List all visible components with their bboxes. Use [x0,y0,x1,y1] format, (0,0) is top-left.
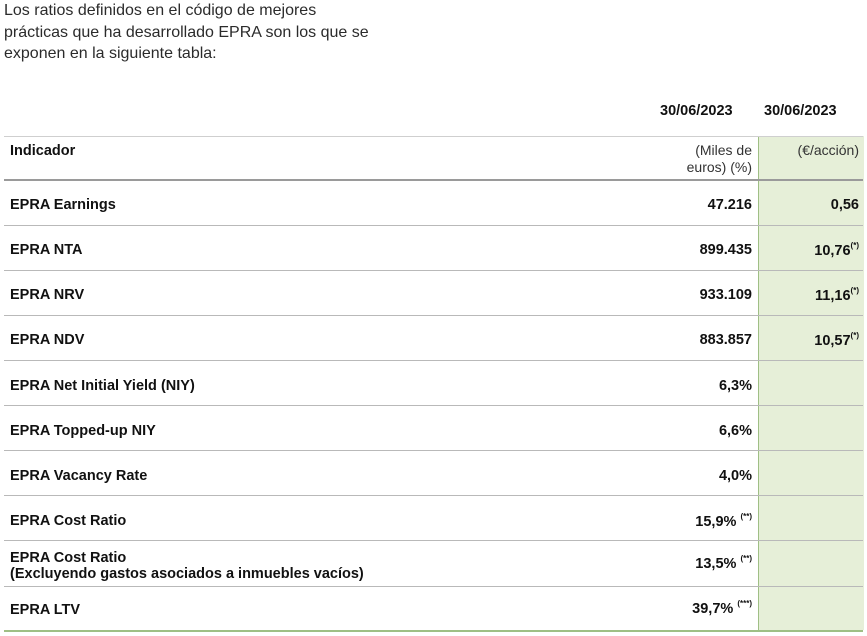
row-value-epra-niy: 6,3% [719,378,752,394]
unit-col1-line1: (Miles de [695,142,752,158]
date-header-col2: 30/06/2023 [764,103,837,119]
value-text: 47.216 [707,197,752,213]
row-divider [4,360,863,361]
footnote-mark: (*) [850,241,859,250]
row-label-epra-topped-up-niy: EPRA Topped-up NIY [10,423,156,439]
row-value-epra-topped-up-niy: 6,6% [719,423,752,439]
header-bottom-line [4,179,863,181]
value-text: 883.857 [699,332,752,348]
pershare-text: 0,56 [830,197,859,213]
value-text: 4,0% [718,468,752,484]
value-text: 899.435 [699,242,752,258]
row-label-epra-nrv: EPRA NRV [10,287,85,303]
row-pershare-epra-earnings: 0,56 [831,197,859,213]
value-text: 6,3% [718,378,752,394]
label-line-1: EPRA Cost Ratio [10,550,127,566]
footnote-mark: (***) [737,599,752,608]
footnote-mark: (*) [850,286,859,295]
pershare-text: 10,57 [814,332,851,349]
intro-line-1: Los ratios definidos en el código de mej… [4,2,317,19]
footnote-mark: (**) [740,554,752,563]
row-label-epra-cost-ratio: EPRA Cost Ratio [10,513,127,529]
pershare-text: 10,76 [814,242,851,259]
value-text: 933.109 [699,287,752,303]
label-line-2: (Excluyendo gastos asociados a inmuebles… [10,566,364,582]
row-value-epra-earnings: 47.216 [708,197,752,213]
row-value-epra-ltv: 39,7% (***) [692,599,752,617]
row-label-epra-ndv: EPRA NDV [10,332,85,348]
row-divider [4,586,863,587]
value-text: 13,5% [695,555,737,572]
per-share-column-highlight [758,136,864,630]
table-bottom-line [4,630,863,632]
row-value-epra-cost-ratio-excl: 13,5% (**) [695,554,752,572]
row-label-epra-earnings: EPRA Earnings [10,197,116,213]
row-value-epra-nrv: 933.109 [700,287,752,303]
row-value-epra-ndv: 883.857 [700,332,752,348]
row-divider [4,225,863,226]
value-text: 39,7% [692,600,734,617]
row-divider [4,450,863,451]
header-top-line [4,136,863,137]
row-divider [4,405,863,406]
row-value-epra-nta: 899.435 [700,242,752,258]
unit-col1-header: (Miles de euros) (%) [687,142,752,176]
unit-col1-line2: euros) (%) [686,159,752,175]
row-label-epra-ltv: EPRA LTV [10,602,81,618]
footnote-mark: (*) [850,331,859,340]
row-divider [4,495,863,496]
pershare-text: 11,16 [815,287,851,304]
intro-line-2: prácticas que ha desarrollado EPRA son l… [4,23,369,41]
value-text: 15,9% [695,513,737,530]
row-divider [4,270,863,271]
row-label-epra-niy: EPRA Net Initial Yield (NIY) [10,378,195,394]
row-pershare-epra-nrv: 11,16(*) [815,286,859,304]
row-divider [4,315,863,316]
unit-col2-header: (€/acción) [797,142,859,158]
intro-line-3: exponen en la siguiente tabla: [4,45,217,62]
row-label-epra-nta: EPRA NTA [10,242,83,258]
date-header-col1: 30/06/2023 [660,103,733,119]
row-label-epra-vacancy-rate: EPRA Vacancy Rate [10,468,148,484]
intro-paragraph: Los ratios definidos en el código de mej… [4,0,424,65]
value-text: 6,6% [718,423,752,439]
row-value-epra-cost-ratio: 15,9% (**) [695,512,752,530]
row-label-epra-cost-ratio-excl: EPRA Cost Ratio (Excluyendo gastos asoci… [10,550,364,582]
row-pershare-epra-ndv: 10,57(*) [814,331,859,349]
footnote-mark: (**) [740,512,752,521]
row-value-epra-vacancy-rate: 4,0% [719,468,752,484]
row-pershare-epra-nta: 10,76(*) [814,241,859,259]
indicator-header: Indicador [10,143,76,159]
row-divider [4,540,863,541]
